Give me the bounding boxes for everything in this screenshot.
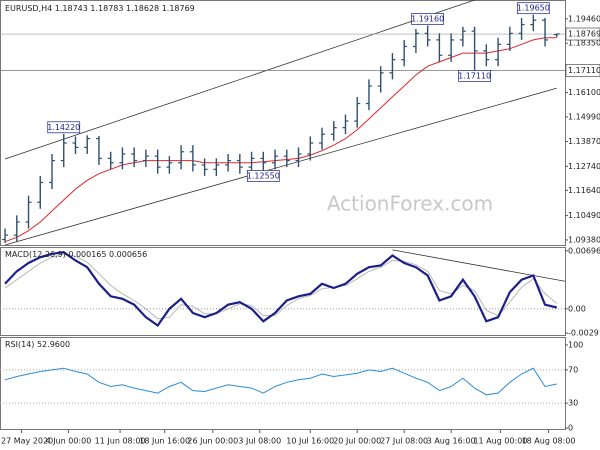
- x-tick-label: 10 Jul 16:00: [286, 437, 334, 446]
- watermark: ActionForex.com: [327, 192, 493, 216]
- y-tick-label: 1.09380: [568, 235, 600, 244]
- rsi-line: [4, 367, 557, 396]
- macd-header: MACD(12,26,9) 0.000165 0.000656: [5, 250, 147, 259]
- annotation-label: 1.19650: [517, 4, 550, 13]
- y-tick-label: 100: [568, 340, 583, 349]
- macd-value: 0.000165: [68, 250, 106, 259]
- x-tick-label: 4 Jun 00:00: [46, 437, 92, 446]
- y-tick-label: 1.10490: [568, 211, 600, 220]
- y-tick-label: 0: [568, 424, 573, 433]
- y-tick-label: 1.12740: [568, 162, 600, 171]
- chart-header: EURUSD,H4 1.18743 1.18783 1.18628 1.1876…: [5, 4, 195, 13]
- x-tick-label: 27 Jul 08:00: [380, 437, 428, 446]
- rsi-header: RSI(14) 52.9600: [5, 340, 70, 349]
- macd-panel: [0, 247, 566, 336]
- trend-line: [4, 0, 475, 160]
- moving-average: [4, 37, 557, 243]
- y-tick-label: 1.16100: [568, 88, 600, 97]
- level-label: 1.17110: [568, 66, 600, 75]
- current-price-label: 1.18769: [568, 30, 600, 39]
- macd-line: [4, 251, 558, 328]
- annotation-box: [246, 170, 280, 182]
- price-panel: [0, 0, 566, 246]
- y-tick-label: 1.19460: [568, 14, 600, 23]
- x-tick-label: 27 May 2020: [1, 437, 53, 446]
- signal-value: 0.000656: [109, 250, 147, 259]
- y-tick-label: -0.002913: [568, 329, 600, 338]
- x-tick-label: 18 Jun 16:00: [139, 437, 190, 446]
- y-tick-label: 1.13870: [568, 137, 600, 146]
- x-tick-label: 11 Jun 08:00: [95, 437, 146, 446]
- macd-title: MACD(12,26,9): [5, 250, 66, 259]
- symbol: EURUSD,H4: [5, 4, 52, 13]
- annotation-label: 1.17110: [458, 71, 491, 80]
- header-high: 1.18783: [90, 4, 123, 13]
- y-tick-label: 1.14990: [568, 112, 600, 121]
- x-tick-label: 11 Aug 00:00: [473, 437, 527, 446]
- macd-trend-line: [392, 249, 566, 282]
- annotation-label: 1.14220: [47, 123, 80, 132]
- header-close: 1.18769: [162, 4, 195, 13]
- x-tick-label: 3 Jul 08:00: [238, 437, 281, 446]
- rsi-panel: [0, 337, 566, 430]
- current-price-box: [565, 27, 600, 41]
- x-tick-label: 20 Jul 00:00: [333, 437, 381, 446]
- annotation-label: 1.19160: [411, 14, 444, 23]
- rsi-title: RSI(14): [5, 340, 34, 349]
- annotation-box: [411, 13, 445, 25]
- x-tick-label: 18 Aug 08:00: [522, 437, 576, 446]
- annotation-label: 1.12550: [247, 171, 280, 180]
- level-label-box: [565, 64, 600, 77]
- annotation-box: [47, 121, 81, 134]
- macd-signal: [4, 253, 558, 320]
- x-tick-label: 26 Jun 00:00: [187, 437, 238, 446]
- y-tick-label: 1.11640: [568, 186, 600, 195]
- y-tick-label: 0.006966: [568, 246, 600, 255]
- rsi-value: 52.9600: [37, 340, 70, 349]
- y-tick-label: 0.00: [568, 304, 586, 313]
- trend-line: [4, 87, 557, 246]
- x-tick-label: 3 Aug 16:00: [427, 437, 476, 446]
- annotation-box: [516, 2, 550, 15]
- y-tick-label: 30: [568, 399, 578, 408]
- header-open: 1.18743: [55, 4, 88, 13]
- y-tick-label: 1.18350: [568, 39, 600, 48]
- annotation-box: [458, 70, 491, 82]
- header-low: 1.18628: [126, 4, 159, 13]
- y-tick-label: 70: [568, 365, 578, 374]
